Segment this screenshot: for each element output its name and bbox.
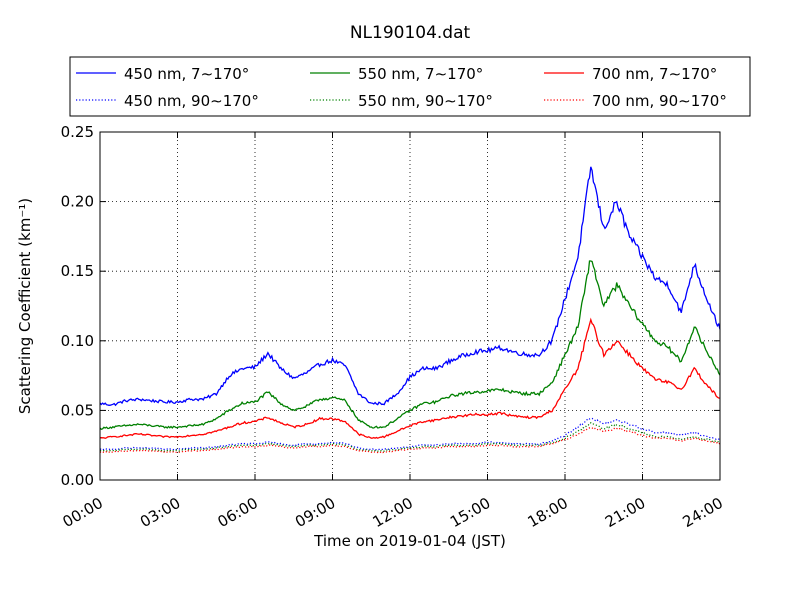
- series-line-5: [99, 426, 721, 454]
- series-group: [99, 166, 721, 454]
- legend-box: [69, 56, 751, 117]
- y-tick-label: 0.05: [61, 401, 94, 419]
- chart-title: NL190104.dat: [350, 23, 471, 43]
- legend-label-0: 450 nm, 7∼170°: [124, 65, 249, 83]
- x-axis-label: Time on 2019-01-04 (JST): [313, 532, 506, 550]
- legend-label-4: 550 nm, 90∼170°: [358, 92, 493, 110]
- x-tick-label: 15:00: [447, 494, 493, 531]
- y-tick-label: 0.10: [61, 332, 94, 350]
- legend-label-2: 700 nm, 7∼170°: [592, 65, 717, 83]
- y-tick-label: 0.15: [61, 262, 94, 280]
- series-line-3: [99, 417, 721, 451]
- x-tick-label: 06:00: [215, 494, 261, 531]
- legend-label-1: 550 nm, 7∼170°: [358, 65, 483, 83]
- x-tick-label: 21:00: [602, 494, 648, 531]
- series-line-2: [99, 317, 721, 439]
- y-tick-label: 0.20: [61, 193, 94, 211]
- series-line-1: [99, 260, 721, 431]
- y-tick-label: 0.25: [61, 123, 94, 141]
- series-line-4: [99, 422, 721, 452]
- x-tick-label: 03:00: [137, 494, 183, 531]
- x-tick-label: 09:00: [292, 494, 338, 531]
- axis-ticks: 00:00 03:00 06:00 09:00 12:00 15:00 18:00 21:00…: [60, 123, 726, 531]
- legend-label-3: 450 nm, 90∼170°: [124, 92, 259, 110]
- legend-label-5: 700 nm, 90∼170°: [592, 92, 727, 110]
- legend: 450 nm, 7∼170° 550 nm, 7∼170° 700 nm, 7∼17…: [69, 56, 751, 117]
- x-tick-label: 18:00: [525, 494, 571, 531]
- x-tick-label: 24:00: [680, 494, 726, 531]
- x-tick-label: 00:00: [60, 494, 106, 531]
- series-line-0: [99, 166, 721, 407]
- y-axis-label: Scattering Coefficient (km⁻¹): [16, 198, 34, 414]
- x-tick-label: 12:00: [370, 494, 416, 531]
- y-tick-label: 0.00: [61, 471, 94, 489]
